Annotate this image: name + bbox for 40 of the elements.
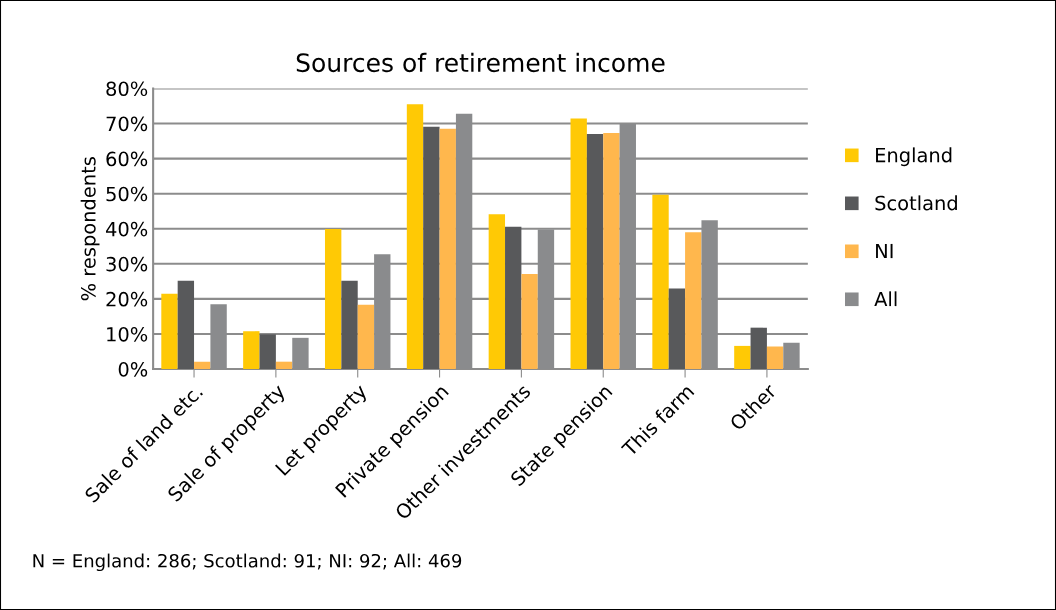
bar [357,304,375,370]
bar [505,226,522,370]
y-tick-label: 30% [106,256,148,272]
legend-label: NI [876,243,893,259]
bar [161,293,178,370]
bar [603,133,620,370]
bar [341,280,358,370]
bar [177,280,195,370]
bar [734,345,751,370]
bar [406,104,424,370]
bar [243,331,260,370]
bar [423,126,440,370]
bar [259,334,276,370]
y-axis-title: % respondents [80,157,100,301]
y-tick-label: 70% [106,116,148,132]
bar [685,232,702,370]
bar [439,128,456,370]
bar [766,346,784,370]
y-tick-label: 60% [106,151,148,167]
bar [521,274,538,370]
y-tick-label: 20% [106,291,148,307]
y-tick-label: 40% [105,221,148,237]
y-tick-label: 10% [107,326,148,342]
bar [652,194,669,370]
legend-label: Scotland [875,195,957,211]
y-tick-label: 50% [106,186,148,202]
y-tick-label: 0% [118,362,148,377]
chart-title: Sources of retirement income [296,52,665,73]
bar [750,327,767,370]
bar [668,288,686,370]
text: N = England: 286; Scotland: 91; NI: 92; All: 469 [33,553,462,572]
y-tick-label: 80% [106,81,148,97]
bar [586,134,604,370]
bar [324,229,342,370]
legend-label: All [874,291,897,307]
bar [194,361,211,370]
bar [488,214,506,370]
bar [570,118,587,370]
legend-label: England [876,147,952,167]
bar [275,361,293,370]
